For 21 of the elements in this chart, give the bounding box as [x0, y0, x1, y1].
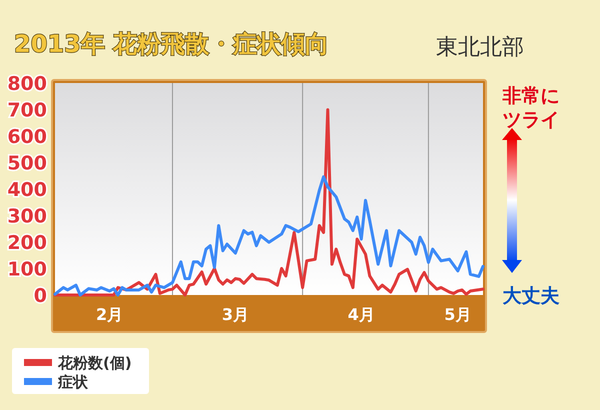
- x-tick-label: 4月: [348, 305, 375, 324]
- x-tick-label: 2月: [96, 305, 124, 324]
- y-tick-label: 800: [7, 73, 47, 95]
- line-series: [54, 175, 484, 296]
- text: 非常にツライ: [502, 85, 560, 131]
- y-tick-label: 500: [7, 152, 47, 174]
- y-tick-label: 0: [34, 285, 47, 307]
- y-tick-label: 600: [7, 126, 47, 148]
- y-tick-label: 300: [7, 206, 47, 228]
- chart-subtitle: 東北北部: [436, 35, 524, 60]
- legend-label: 症状: [57, 373, 89, 391]
- y-tick-label: 400: [7, 179, 47, 201]
- legend-label: 花粉数(個): [57, 354, 132, 372]
- line-series: [54, 108, 484, 296]
- x-tick-label: 5月: [444, 305, 472, 324]
- chart-title: 2013年 花粉飛散・症状傾向: [14, 30, 330, 58]
- x-tick-label: 3月: [222, 305, 249, 324]
- text: 大丈夫: [502, 285, 560, 307]
- y-tick-label: 200: [7, 232, 47, 254]
- y-tick-label: 100: [7, 258, 47, 280]
- y-tick-label: 700: [7, 100, 47, 122]
